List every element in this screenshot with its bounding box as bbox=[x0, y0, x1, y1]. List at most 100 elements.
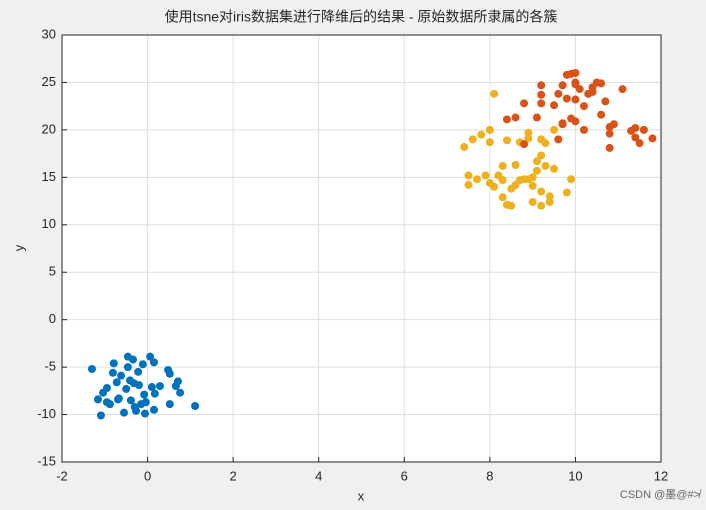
y-tick-label: 30 bbox=[42, 26, 56, 41]
point bbox=[571, 117, 580, 126]
point bbox=[575, 85, 584, 94]
point bbox=[631, 123, 640, 132]
point bbox=[149, 358, 158, 367]
point bbox=[481, 171, 490, 180]
point bbox=[524, 134, 533, 143]
point bbox=[545, 198, 554, 207]
point bbox=[571, 78, 580, 87]
y-tick-label: 15 bbox=[42, 169, 56, 184]
point bbox=[541, 161, 550, 170]
point bbox=[532, 113, 541, 122]
point bbox=[93, 395, 102, 404]
point bbox=[648, 134, 657, 143]
x-tick-label: 0 bbox=[144, 468, 151, 483]
point bbox=[473, 175, 482, 184]
point bbox=[550, 101, 559, 110]
y-tick-label: 0 bbox=[49, 311, 56, 326]
point bbox=[507, 201, 516, 210]
point bbox=[120, 408, 129, 417]
point bbox=[550, 164, 559, 173]
y-axis-label: y bbox=[11, 244, 26, 251]
point bbox=[554, 135, 563, 144]
point bbox=[545, 192, 554, 201]
point bbox=[485, 125, 494, 134]
point bbox=[498, 161, 507, 170]
x-tick-label: 12 bbox=[654, 468, 668, 483]
point bbox=[155, 382, 164, 391]
y-tick-label: 25 bbox=[42, 74, 56, 89]
point bbox=[520, 140, 529, 149]
x-tick-label: 10 bbox=[568, 468, 582, 483]
point bbox=[165, 400, 174, 409]
watermark: CSDN @墨@#≯ bbox=[620, 488, 702, 501]
point bbox=[117, 371, 126, 380]
point bbox=[562, 188, 571, 197]
point bbox=[528, 173, 537, 182]
point bbox=[138, 360, 147, 369]
point bbox=[502, 115, 511, 124]
point bbox=[597, 110, 606, 119]
point bbox=[532, 166, 541, 175]
point bbox=[123, 363, 132, 372]
point bbox=[537, 81, 546, 90]
point bbox=[150, 389, 159, 398]
point bbox=[173, 377, 182, 386]
point bbox=[537, 90, 546, 99]
point bbox=[112, 378, 121, 387]
point bbox=[114, 395, 123, 404]
point bbox=[176, 388, 185, 397]
point bbox=[132, 406, 141, 415]
point bbox=[639, 125, 648, 134]
y-tick-label: -10 bbox=[37, 406, 56, 421]
point bbox=[605, 143, 614, 152]
point bbox=[631, 133, 640, 142]
y-tick-label: 20 bbox=[42, 121, 56, 136]
x-tick-label: 6 bbox=[401, 468, 408, 483]
point bbox=[87, 365, 96, 374]
point bbox=[601, 97, 610, 106]
point bbox=[571, 95, 580, 104]
point bbox=[134, 367, 143, 376]
point bbox=[567, 175, 576, 184]
point bbox=[528, 198, 537, 207]
point bbox=[537, 187, 546, 196]
point bbox=[550, 125, 559, 134]
point bbox=[460, 142, 469, 151]
point bbox=[511, 113, 520, 122]
point bbox=[147, 383, 156, 392]
point bbox=[498, 193, 507, 202]
point bbox=[562, 94, 571, 103]
y-tick-label: -5 bbox=[44, 359, 56, 374]
point bbox=[141, 409, 150, 418]
point bbox=[605, 129, 614, 138]
point bbox=[579, 102, 588, 111]
point bbox=[498, 176, 507, 185]
plot-background bbox=[62, 35, 661, 462]
point bbox=[126, 396, 135, 405]
point bbox=[464, 180, 473, 189]
point bbox=[191, 402, 200, 411]
x-tick-label: 2 bbox=[230, 468, 237, 483]
point bbox=[537, 99, 546, 108]
point bbox=[102, 383, 111, 392]
point bbox=[149, 405, 158, 414]
point bbox=[609, 120, 618, 129]
y-tick-label: 10 bbox=[42, 216, 56, 231]
point bbox=[477, 130, 486, 139]
chart-title: 使用tsne对iris数据集进行降维后的结果 - 原始数据所隶属的各簇 bbox=[165, 9, 558, 25]
point bbox=[122, 384, 131, 393]
point bbox=[165, 369, 174, 378]
point bbox=[571, 68, 580, 77]
point bbox=[524, 128, 533, 137]
x-tick-label: 8 bbox=[486, 468, 493, 483]
point bbox=[511, 160, 520, 169]
point bbox=[520, 99, 529, 108]
point bbox=[468, 135, 477, 144]
point bbox=[135, 381, 144, 390]
point bbox=[537, 201, 546, 210]
point bbox=[464, 171, 473, 180]
plot-frame bbox=[61, 34, 662, 463]
y-tick-label: 5 bbox=[49, 264, 56, 279]
point bbox=[141, 398, 150, 407]
